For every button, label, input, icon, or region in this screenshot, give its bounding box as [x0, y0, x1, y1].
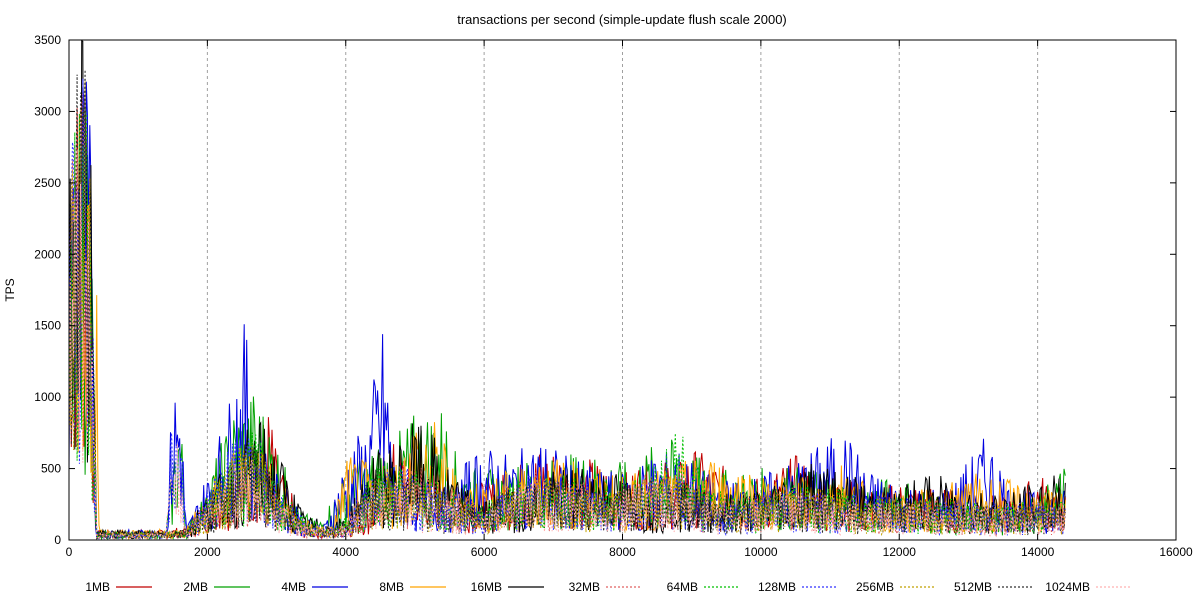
x-tick-label-10000: 10000	[744, 545, 778, 559]
y-tick-label-0: 0	[54, 533, 61, 547]
legend: 1MB 2MB 4MB 8MB 16MB 32MB 64MB 128MB 256MB 512MB 1…	[85, 580, 1132, 594]
x-tick-label-8000: 8000	[609, 545, 636, 559]
legend-label-512MB: 512MB	[954, 580, 992, 594]
x-tick-label-4000: 4000	[332, 545, 359, 559]
series-line-1024MB	[68, 149, 1066, 540]
legend-label-16MB: 16MB	[471, 580, 502, 594]
y-tick-label-2500: 2500	[34, 176, 61, 190]
legend-label-8MB: 8MB	[379, 580, 404, 594]
legend-label-1024MB: 1024MB	[1045, 580, 1090, 594]
x-tick-label-12000: 12000	[883, 545, 917, 559]
x-tick-label-14000: 14000	[1021, 545, 1055, 559]
y-tick-label-3000: 3000	[34, 104, 61, 118]
series-line-64MB	[68, 108, 1066, 541]
x-tick-label-6000: 6000	[471, 545, 498, 559]
y-axis-label: TPS	[3, 278, 17, 301]
legend-label-4MB: 4MB	[281, 580, 306, 594]
series-layer	[68, 40, 1066, 541]
x-tick-label-2000: 2000	[194, 545, 221, 559]
axis-ticks: 0 2000 4000 6000 8000 10000 12000 14000 16000 0 50…	[34, 33, 1193, 559]
legend-label-32MB: 32MB	[569, 580, 600, 594]
chart-title: transactions per second (simple-update f…	[457, 12, 787, 27]
y-tick-label-2000: 2000	[34, 247, 61, 261]
x-tick-label-0: 0	[66, 545, 73, 559]
x-tick-label-16000: 16000	[1159, 545, 1193, 559]
y-tick-label-500: 500	[41, 462, 61, 476]
legend-label-2MB: 2MB	[183, 580, 208, 594]
legend-label-64MB: 64MB	[667, 580, 698, 594]
series-line-4MB	[68, 81, 1066, 540]
y-tick-label-1000: 1000	[34, 390, 61, 404]
y-tick-label-1500: 1500	[34, 319, 61, 333]
legend-label-128MB: 128MB	[758, 580, 796, 594]
series-line-32MB	[68, 93, 1066, 541]
legend-label-256MB: 256MB	[856, 580, 894, 594]
legend-label-1MB: 1MB	[85, 580, 110, 594]
y-tick-label-3500: 3500	[34, 33, 61, 47]
grid-lines	[206, 40, 1039, 540]
